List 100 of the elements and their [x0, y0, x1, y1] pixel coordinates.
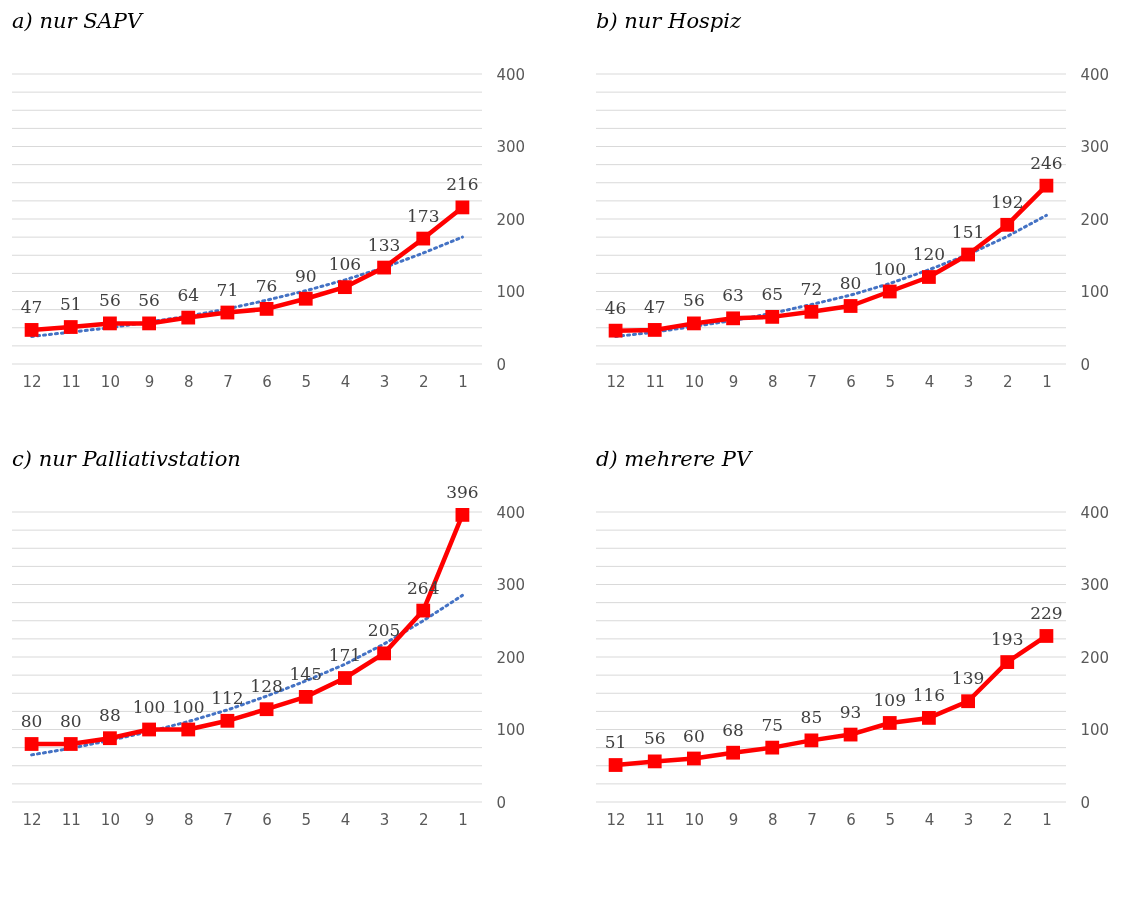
- point: [608, 323, 623, 338]
- data-label: 56: [643, 728, 666, 749]
- point: [103, 316, 117, 331]
- y-tick-label: 100: [496, 721, 526, 739]
- y-tick-label: 100: [1080, 721, 1110, 739]
- y-tick-label: 200: [1080, 210, 1110, 229]
- point: [377, 260, 391, 275]
- data-label: 56: [138, 290, 160, 311]
- x-tick-label: 8: [767, 372, 778, 391]
- point: [1039, 629, 1054, 643]
- point: [259, 302, 274, 316]
- data-label: 80: [20, 711, 43, 731]
- point: [338, 671, 352, 685]
- y-tick-label: 100: [1080, 283, 1110, 301]
- point: [416, 603, 431, 618]
- data-label: 76: [255, 275, 278, 296]
- x-tick-label: 6: [262, 810, 272, 829]
- data-label: 229: [1030, 602, 1063, 623]
- data-label: 205: [367, 620, 401, 641]
- x-tick-label: 5: [885, 372, 896, 391]
- y-tick-label: 400: [496, 503, 526, 522]
- x-tick-label: 7: [807, 372, 817, 391]
- data-label: 93: [839, 701, 862, 722]
- x-tick-label: 6: [846, 372, 856, 391]
- x-tick-label: 11: [61, 372, 81, 391]
- x-tick-label: 4: [924, 372, 935, 391]
- point: [1000, 217, 1015, 232]
- point: [961, 247, 975, 262]
- point: [726, 745, 740, 760]
- point: [298, 689, 313, 704]
- x-tick-label: 3: [963, 810, 974, 829]
- point: [608, 758, 623, 772]
- data-label: 75: [761, 714, 784, 735]
- point: [1039, 178, 1054, 193]
- data-label: 100: [132, 696, 166, 717]
- point: [882, 716, 897, 730]
- point: [882, 284, 897, 299]
- chart-title: a) nur SAPV: [12, 9, 144, 33]
- data-label: 85: [800, 707, 823, 728]
- data-label: 56: [683, 290, 705, 311]
- data-label: 80: [839, 273, 862, 293]
- y-tick-label: 400: [1080, 503, 1110, 522]
- data-label: 80: [59, 711, 82, 731]
- x-tick-label: 10: [684, 810, 704, 829]
- x-tick-label: 7: [807, 810, 817, 829]
- data-label: 216: [446, 174, 479, 195]
- point: [181, 310, 196, 325]
- x-tick-label: 10: [100, 372, 120, 391]
- y-tick-label: 400: [1080, 65, 1110, 84]
- x-tick-label: 11: [645, 372, 665, 391]
- data-label: 116: [912, 684, 946, 705]
- point: [765, 740, 780, 755]
- point: [922, 270, 936, 284]
- data-label: 145: [289, 663, 322, 684]
- x-tick-label: 6: [262, 372, 272, 391]
- x-tick-label: 11: [645, 810, 665, 829]
- point: [961, 694, 975, 709]
- x-tick-label: 9: [144, 372, 155, 391]
- data-label: 100: [172, 696, 205, 717]
- y-tick-label: 300: [496, 576, 526, 594]
- x-tick-label: 7: [223, 372, 233, 391]
- chart-title: d) mehrere PV: [596, 447, 753, 471]
- data-label: 63: [722, 285, 744, 306]
- x-tick-label: 8: [183, 372, 194, 391]
- x-tick-label: 12: [606, 810, 626, 829]
- y-tick-label: 300: [1080, 576, 1110, 594]
- data-label: 246: [1030, 152, 1063, 173]
- chart-title: b) nur Hospiz: [596, 9, 742, 33]
- x-tick-label: 4: [340, 372, 351, 391]
- data-label: 171: [328, 645, 362, 666]
- point: [455, 508, 470, 522]
- x-tick-label: 11: [61, 810, 81, 829]
- data-label: 193: [991, 629, 1024, 650]
- x-tick-label: 12: [22, 372, 42, 391]
- y-tick-label: 400: [496, 65, 526, 84]
- y-tick-label: 0: [496, 793, 507, 812]
- y-tick-label: 0: [1080, 355, 1091, 374]
- y-tick-label: 200: [496, 210, 526, 229]
- y-tick-label: 0: [1080, 793, 1091, 812]
- point: [259, 702, 274, 717]
- point: [804, 304, 819, 319]
- x-tick-label: 10: [100, 810, 120, 829]
- data-label: 88: [99, 705, 121, 726]
- x-tick-label: 7: [223, 810, 233, 829]
- y-tick-label: 200: [1080, 648, 1110, 667]
- data-label: 396: [446, 481, 479, 502]
- x-tick-label: 4: [924, 810, 935, 829]
- point: [142, 722, 156, 737]
- point: [220, 713, 235, 728]
- point: [416, 231, 431, 246]
- point: [24, 737, 39, 751]
- data-label: 47: [643, 296, 666, 317]
- data-label: 46: [604, 297, 627, 318]
- y-tick-label: 200: [496, 648, 526, 667]
- data-label: 68: [722, 719, 744, 740]
- data-label: 47: [20, 296, 43, 317]
- x-tick-label: 12: [22, 810, 42, 829]
- point: [843, 299, 858, 313]
- x-tick-label: 1: [458, 372, 468, 391]
- x-tick-label: 9: [728, 372, 739, 391]
